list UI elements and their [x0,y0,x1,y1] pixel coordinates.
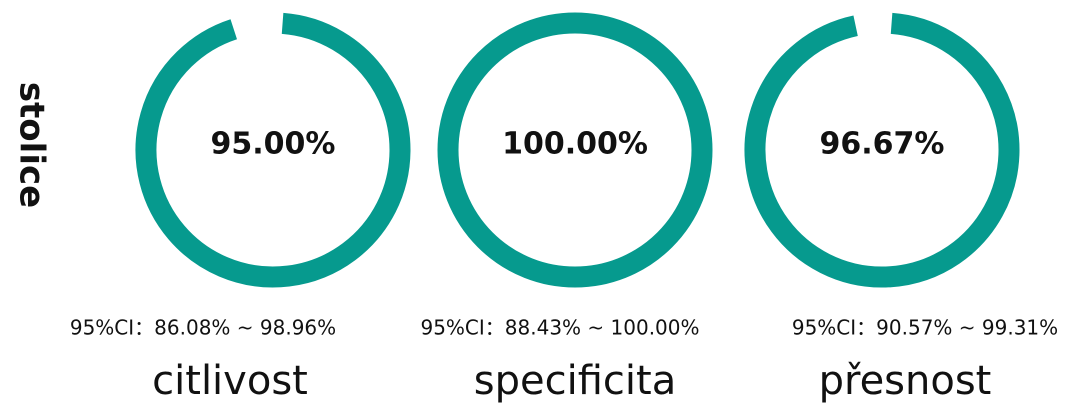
category-label: přesnost [819,358,992,404]
value-label: 96.67% [820,127,945,162]
ci-label: 95%CI：86.08% ~ 98.96% [70,316,336,340]
gauge-arc [437,12,713,288]
category-label: specificita [474,358,676,404]
ci-label: 95%CI：88.43% ~ 100.00% [420,316,699,340]
gauge-arc [135,12,411,288]
value-label: 95.00% [211,127,336,162]
value-label: 100.00% [502,127,648,162]
gauge-arc [744,12,1020,288]
side-label: stolice [12,82,52,208]
category-label: citlivost [152,358,308,404]
ci-label: 95%CI：90.57% ~ 99.31% [792,316,1058,340]
